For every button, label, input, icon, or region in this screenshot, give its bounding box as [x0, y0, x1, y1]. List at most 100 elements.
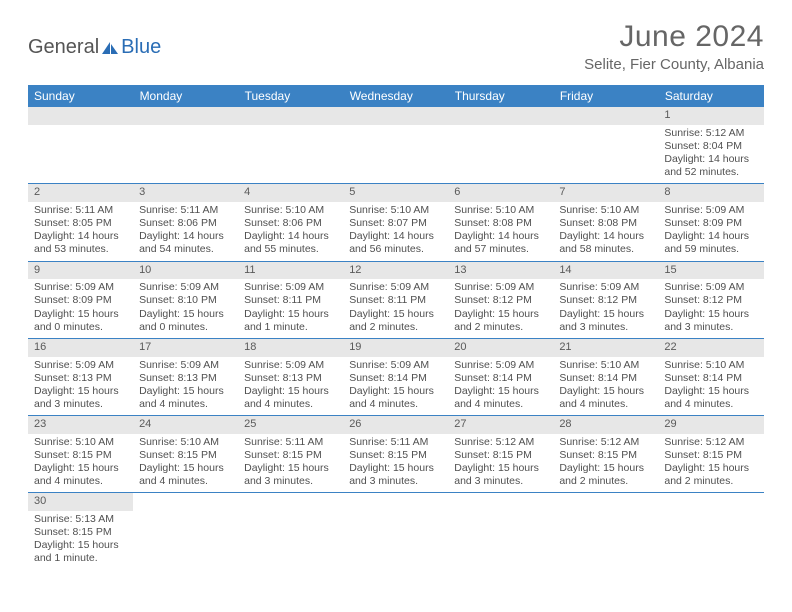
- calendar-cell: 14Sunrise: 5:09 AMSunset: 8:12 PMDayligh…: [553, 261, 658, 338]
- daylight-text: Daylight: 15 hours: [559, 308, 652, 321]
- day-number: 2: [28, 184, 133, 202]
- calendar-cell: 8Sunrise: 5:09 AMSunset: 8:09 PMDaylight…: [658, 184, 763, 261]
- daylight-text: and 56 minutes.: [349, 243, 442, 256]
- daylight-text: and 1 minute.: [34, 552, 127, 565]
- logo: General Blue: [28, 36, 161, 59]
- daylight-text: Daylight: 15 hours: [559, 462, 652, 475]
- day-data: Sunrise: 5:10 AMSunset: 8:14 PMDaylight:…: [553, 357, 658, 416]
- day-number: 17: [133, 339, 238, 357]
- day-data: Sunrise: 5:09 AMSunset: 8:11 PMDaylight:…: [343, 279, 448, 338]
- calendar-cell: 1Sunrise: 5:12 AMSunset: 8:04 PMDaylight…: [658, 107, 763, 184]
- sunset-text: Sunset: 8:14 PM: [349, 372, 442, 385]
- sunrise-text: Sunrise: 5:11 AM: [244, 436, 337, 449]
- calendar-cell: [343, 107, 448, 184]
- day-data: Sunrise: 5:10 AMSunset: 8:06 PMDaylight:…: [238, 202, 343, 261]
- daylight-text: Daylight: 15 hours: [454, 385, 547, 398]
- weekday-header: Wednesday: [343, 85, 448, 107]
- sunset-text: Sunset: 8:12 PM: [559, 294, 652, 307]
- calendar-cell: 30Sunrise: 5:13 AMSunset: 8:15 PMDayligh…: [28, 493, 133, 570]
- daylight-text: Daylight: 15 hours: [244, 308, 337, 321]
- location-text: Selite, Fier County, Albania: [584, 56, 764, 73]
- daylight-text: Daylight: 15 hours: [139, 308, 232, 321]
- day-data: Sunrise: 5:12 AMSunset: 8:15 PMDaylight:…: [448, 434, 553, 493]
- sunrise-text: Sunrise: 5:10 AM: [34, 436, 127, 449]
- daylight-text: and 54 minutes.: [139, 243, 232, 256]
- daylight-text: Daylight: 15 hours: [349, 462, 442, 475]
- day-number: [238, 107, 343, 125]
- daylight-text: and 3 minutes.: [349, 475, 442, 488]
- logo-text-general: General: [28, 36, 99, 59]
- sunset-text: Sunset: 8:13 PM: [244, 372, 337, 385]
- day-number: 15: [658, 262, 763, 280]
- day-number: [448, 493, 553, 511]
- day-number: 24: [133, 416, 238, 434]
- calendar-cell: 23Sunrise: 5:10 AMSunset: 8:15 PMDayligh…: [28, 416, 133, 493]
- sunrise-text: Sunrise: 5:13 AM: [34, 513, 127, 526]
- day-number: [553, 493, 658, 511]
- sunset-text: Sunset: 8:13 PM: [34, 372, 127, 385]
- calendar-cell: 11Sunrise: 5:09 AMSunset: 8:11 PMDayligh…: [238, 261, 343, 338]
- daylight-text: Daylight: 14 hours: [139, 230, 232, 243]
- sunrise-text: Sunrise: 5:09 AM: [139, 281, 232, 294]
- day-data: Sunrise: 5:11 AMSunset: 8:05 PMDaylight:…: [28, 202, 133, 261]
- day-data: Sunrise: 5:09 AMSunset: 8:11 PMDaylight:…: [238, 279, 343, 338]
- daylight-text: Daylight: 15 hours: [34, 385, 127, 398]
- day-data: Sunrise: 5:09 AMSunset: 8:14 PMDaylight:…: [343, 357, 448, 416]
- daylight-text: and 4 minutes.: [34, 475, 127, 488]
- day-number: 16: [28, 339, 133, 357]
- calendar-cell: 21Sunrise: 5:10 AMSunset: 8:14 PMDayligh…: [553, 338, 658, 415]
- weekday-header: Sunday: [28, 85, 133, 107]
- sunset-text: Sunset: 8:11 PM: [244, 294, 337, 307]
- daylight-text: and 2 minutes.: [454, 321, 547, 334]
- day-data: Sunrise: 5:12 AMSunset: 8:15 PMDaylight:…: [553, 434, 658, 493]
- daylight-text: and 2 minutes.: [349, 321, 442, 334]
- day-data: Sunrise: 5:09 AMSunset: 8:14 PMDaylight:…: [448, 357, 553, 416]
- daylight-text: Daylight: 14 hours: [559, 230, 652, 243]
- sunrise-text: Sunrise: 5:10 AM: [139, 436, 232, 449]
- daylight-text: Daylight: 15 hours: [454, 308, 547, 321]
- sunrise-text: Sunrise: 5:09 AM: [349, 359, 442, 372]
- daylight-text: Daylight: 15 hours: [34, 539, 127, 552]
- sunrise-text: Sunrise: 5:10 AM: [454, 204, 547, 217]
- weekday-header: Tuesday: [238, 85, 343, 107]
- weekday-header: Friday: [553, 85, 658, 107]
- sunset-text: Sunset: 8:15 PM: [559, 449, 652, 462]
- sunset-text: Sunset: 8:08 PM: [454, 217, 547, 230]
- daylight-text: Daylight: 15 hours: [454, 462, 547, 475]
- day-number: 20: [448, 339, 553, 357]
- calendar-cell: 9Sunrise: 5:09 AMSunset: 8:09 PMDaylight…: [28, 261, 133, 338]
- day-data: Sunrise: 5:09 AMSunset: 8:09 PMDaylight:…: [28, 279, 133, 338]
- calendar-cell: [343, 493, 448, 570]
- daylight-text: Daylight: 15 hours: [664, 385, 757, 398]
- day-number: 28: [553, 416, 658, 434]
- daylight-text: and 4 minutes.: [139, 398, 232, 411]
- calendar-cell: [553, 493, 658, 570]
- calendar-cell: [238, 493, 343, 570]
- title-block: June 2024 Selite, Fier County, Albania: [584, 20, 764, 73]
- daylight-text: and 3 minutes.: [454, 475, 547, 488]
- daylight-text: Daylight: 15 hours: [34, 462, 127, 475]
- sunset-text: Sunset: 8:06 PM: [139, 217, 232, 230]
- daylight-text: Daylight: 15 hours: [559, 385, 652, 398]
- calendar-head: SundayMondayTuesdayWednesdayThursdayFrid…: [28, 85, 764, 107]
- daylight-text: Daylight: 14 hours: [349, 230, 442, 243]
- daylight-text: and 3 minutes.: [559, 321, 652, 334]
- calendar-cell: 24Sunrise: 5:10 AMSunset: 8:15 PMDayligh…: [133, 416, 238, 493]
- calendar-cell: 19Sunrise: 5:09 AMSunset: 8:14 PMDayligh…: [343, 338, 448, 415]
- day-number: 7: [553, 184, 658, 202]
- day-data: Sunrise: 5:10 AMSunset: 8:15 PMDaylight:…: [28, 434, 133, 493]
- sunset-text: Sunset: 8:05 PM: [34, 217, 127, 230]
- sunset-text: Sunset: 8:11 PM: [349, 294, 442, 307]
- daylight-text: Daylight: 15 hours: [139, 462, 232, 475]
- daylight-text: and 59 minutes.: [664, 243, 757, 256]
- sunset-text: Sunset: 8:10 PM: [139, 294, 232, 307]
- sunset-text: Sunset: 8:14 PM: [559, 372, 652, 385]
- calendar-cell: [28, 107, 133, 184]
- daylight-text: Daylight: 15 hours: [244, 385, 337, 398]
- calendar-row: 30Sunrise: 5:13 AMSunset: 8:15 PMDayligh…: [28, 493, 764, 570]
- page-title: June 2024: [584, 20, 764, 54]
- sunrise-text: Sunrise: 5:10 AM: [244, 204, 337, 217]
- daylight-text: Daylight: 14 hours: [664, 153, 757, 166]
- sunset-text: Sunset: 8:06 PM: [244, 217, 337, 230]
- daylight-text: and 53 minutes.: [34, 243, 127, 256]
